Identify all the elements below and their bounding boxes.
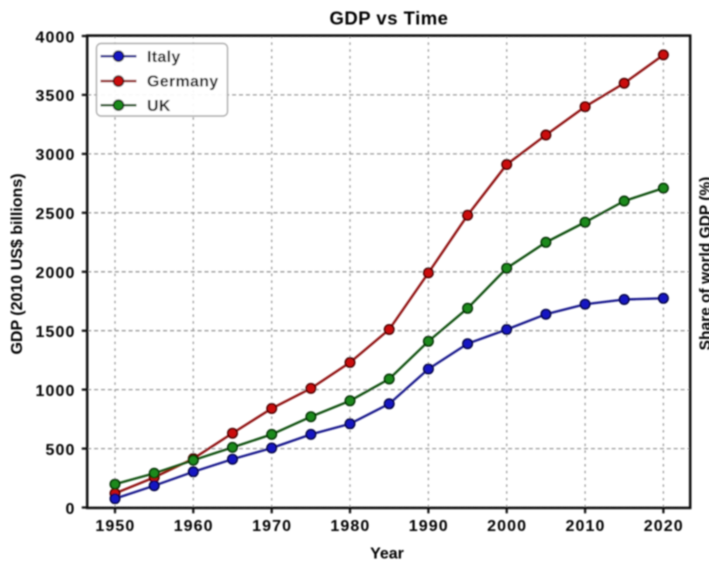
svg-text:1000: 1000 bbox=[36, 383, 76, 400]
svg-text:2000: 2000 bbox=[487, 518, 527, 535]
svg-text:1990: 1990 bbox=[409, 518, 449, 535]
svg-text:2000: 2000 bbox=[36, 265, 76, 282]
svg-text:2500: 2500 bbox=[36, 206, 76, 223]
svg-text:Italy: Italy bbox=[147, 49, 181, 66]
svg-text:4000: 4000 bbox=[36, 29, 76, 46]
svg-text:GDP (2010 US$ billions): GDP (2010 US$ billions) bbox=[9, 173, 26, 354]
svg-text:1950: 1950 bbox=[95, 518, 135, 535]
svg-text:1500: 1500 bbox=[36, 324, 76, 341]
svg-text:1970: 1970 bbox=[252, 518, 292, 535]
svg-text:3000: 3000 bbox=[36, 147, 76, 164]
svg-text:Share of world GDP (%): Share of world GDP (%) bbox=[698, 177, 709, 351]
svg-text:500: 500 bbox=[46, 442, 76, 459]
svg-text:UK: UK bbox=[147, 98, 171, 115]
svg-text:Germany: Germany bbox=[147, 74, 218, 91]
svg-text:3500: 3500 bbox=[36, 88, 76, 105]
svg-text:0: 0 bbox=[66, 501, 76, 518]
svg-text:1980: 1980 bbox=[330, 518, 370, 535]
svg-text:GDP vs Time: GDP vs Time bbox=[330, 8, 449, 29]
svg-text:2020: 2020 bbox=[644, 518, 684, 535]
svg-text:1960: 1960 bbox=[174, 518, 214, 535]
svg-text:Year: Year bbox=[370, 546, 404, 563]
svg-text:2010: 2010 bbox=[566, 518, 606, 535]
